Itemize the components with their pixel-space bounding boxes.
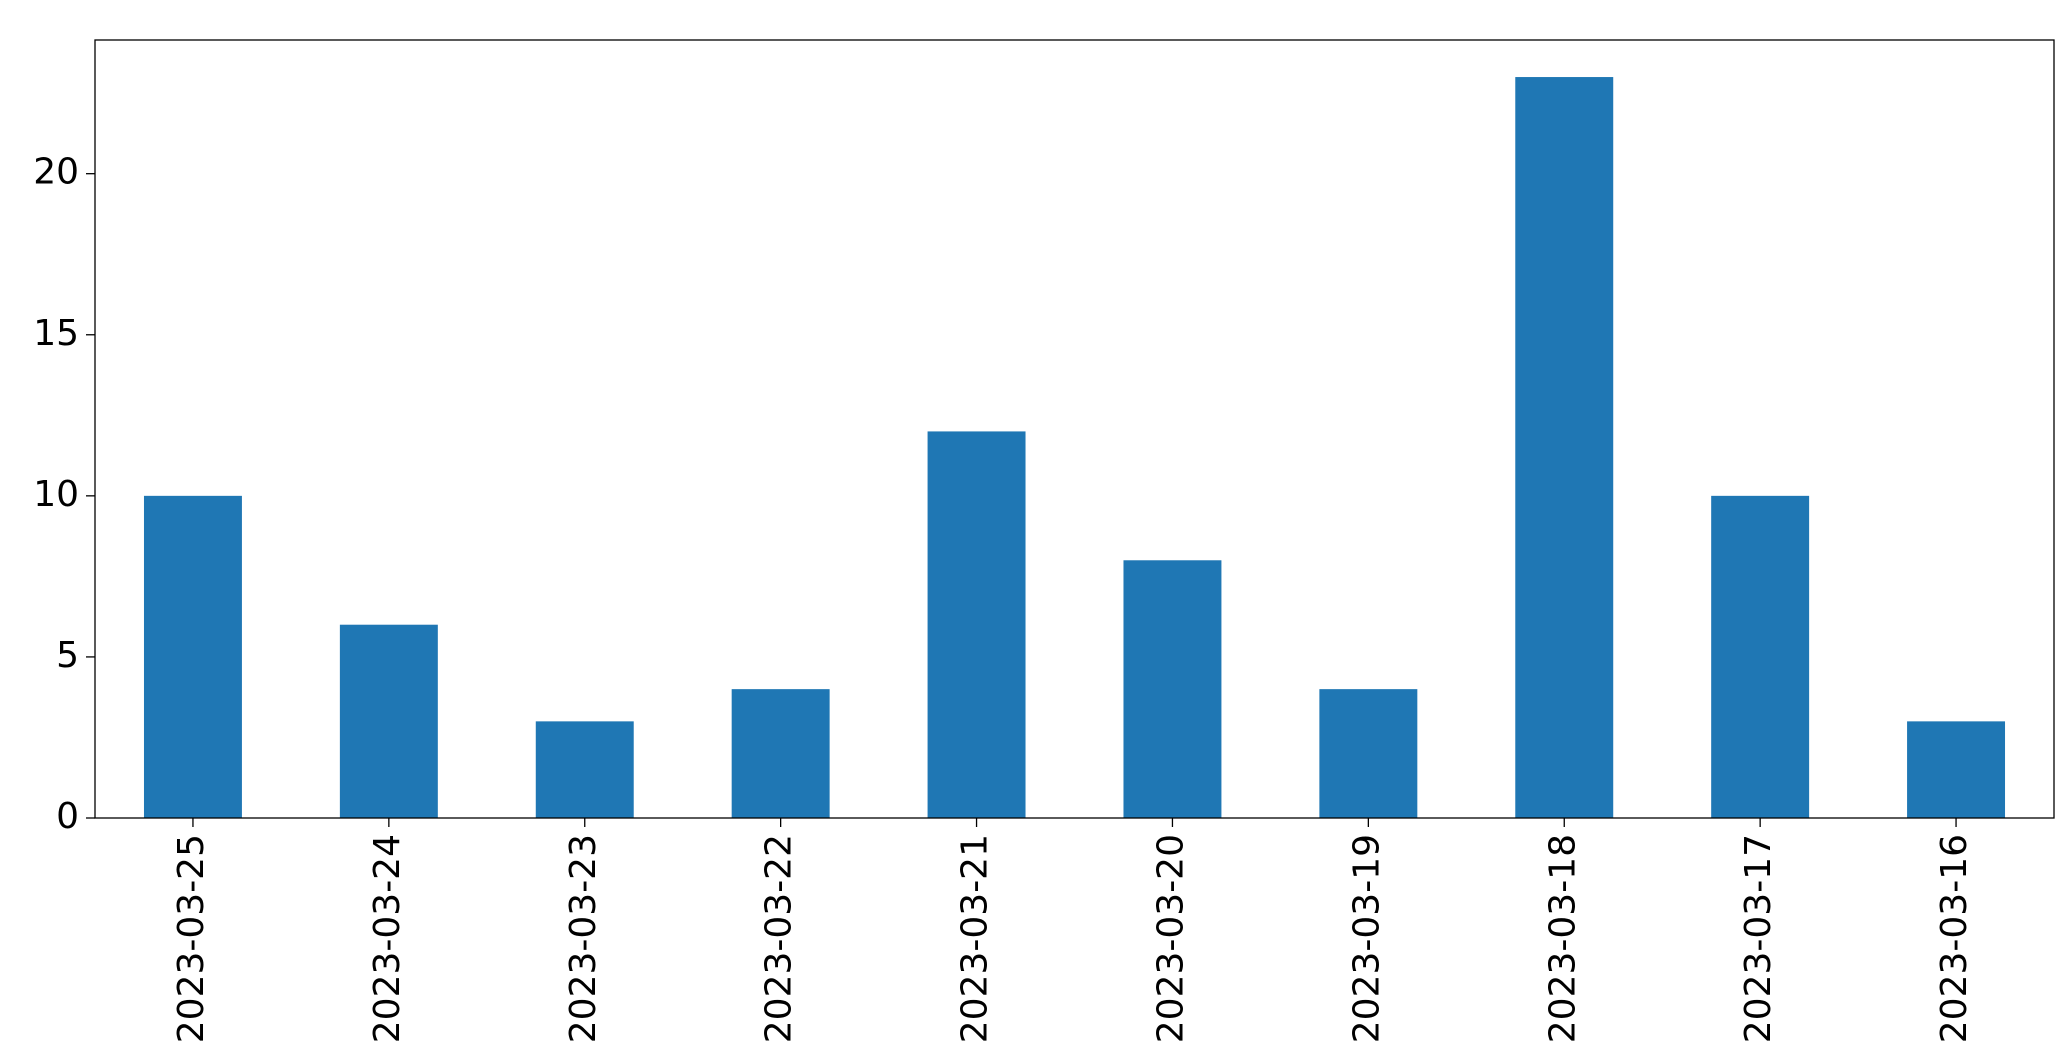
x-tick-label: 2023-03-21 xyxy=(955,834,996,1043)
bar xyxy=(339,624,438,818)
x-tick-label: 2023-03-25 xyxy=(171,834,212,1043)
x-tick-label: 2023-03-23 xyxy=(563,834,604,1043)
x-tick-label: 2023-03-16 xyxy=(1934,834,1975,1043)
bar xyxy=(927,431,1026,818)
y-tick-label: 0 xyxy=(56,796,79,837)
y-tick-label: 15 xyxy=(33,313,79,354)
bar xyxy=(731,689,830,818)
bar xyxy=(1515,77,1614,819)
bar xyxy=(1711,495,1810,818)
y-tick-label: 5 xyxy=(56,635,79,676)
x-tick-label: 2023-03-24 xyxy=(367,834,408,1043)
x-tick-label: 2023-03-17 xyxy=(1738,834,1779,1043)
bar xyxy=(1907,721,2006,818)
x-tick-label: 2023-03-20 xyxy=(1150,834,1191,1043)
y-tick-label: 20 xyxy=(33,152,79,193)
x-tick-label: 2023-03-18 xyxy=(1542,834,1583,1043)
x-tick-label: 2023-03-22 xyxy=(759,834,800,1043)
bar xyxy=(1319,689,1418,818)
bar xyxy=(535,721,634,818)
bar xyxy=(143,495,242,818)
y-tick-label: 10 xyxy=(33,474,79,515)
bar xyxy=(1123,560,1222,818)
x-tick-label: 2023-03-19 xyxy=(1346,834,1387,1043)
plot-frame xyxy=(94,39,2055,819)
